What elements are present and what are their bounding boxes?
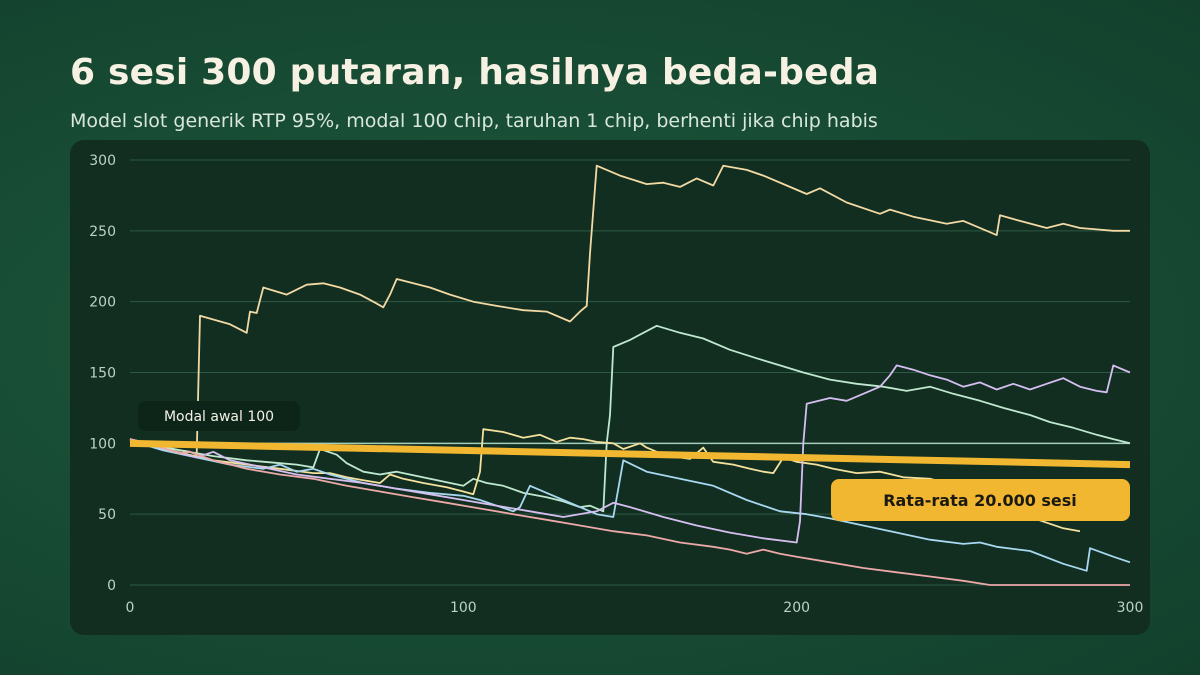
chart-panel xyxy=(70,140,1150,635)
y-tick-label: 300 xyxy=(89,153,116,169)
y-tick-labels: 0 50 100 150 200 250 300 xyxy=(89,153,116,594)
x-tick-label: 100 xyxy=(450,600,477,616)
start-badge-label: Modal awal 100 xyxy=(164,409,274,425)
series-line-4 xyxy=(129,439,1131,572)
series-line-1 xyxy=(129,164,1130,456)
series-line-3 xyxy=(129,428,1081,533)
average-badge: Rata-rata 20.000 sesi xyxy=(831,479,1130,521)
y-tick-label: 50 xyxy=(98,507,116,523)
x-tick-label: 0 xyxy=(126,600,135,616)
y-tick-label: 200 xyxy=(89,295,116,311)
start-badge: Modal awal 100 xyxy=(138,401,300,431)
average-badge-label: Rata-rata 20.000 sesi xyxy=(883,491,1077,510)
x-tick-label: 200 xyxy=(783,600,810,616)
series-line-6 xyxy=(129,438,1130,586)
series-lines xyxy=(129,164,1131,586)
page-title: 6 sesi 300 putaran, hasilnya beda-beda xyxy=(70,52,880,93)
series-line-5 xyxy=(129,364,1131,544)
grid-lines xyxy=(130,159,1130,586)
x-tick-labels: 0 100 200 300 xyxy=(126,600,1144,616)
y-tick-label: 100 xyxy=(89,436,116,452)
average-line xyxy=(129,439,1131,469)
page-subtitle: Model slot generik RTP 95%, modal 100 ch… xyxy=(70,110,878,132)
y-tick-label: 250 xyxy=(89,224,116,240)
x-tick-label: 300 xyxy=(1117,600,1144,616)
y-tick-label: 0 xyxy=(107,578,116,594)
y-tick-label: 150 xyxy=(89,366,116,382)
